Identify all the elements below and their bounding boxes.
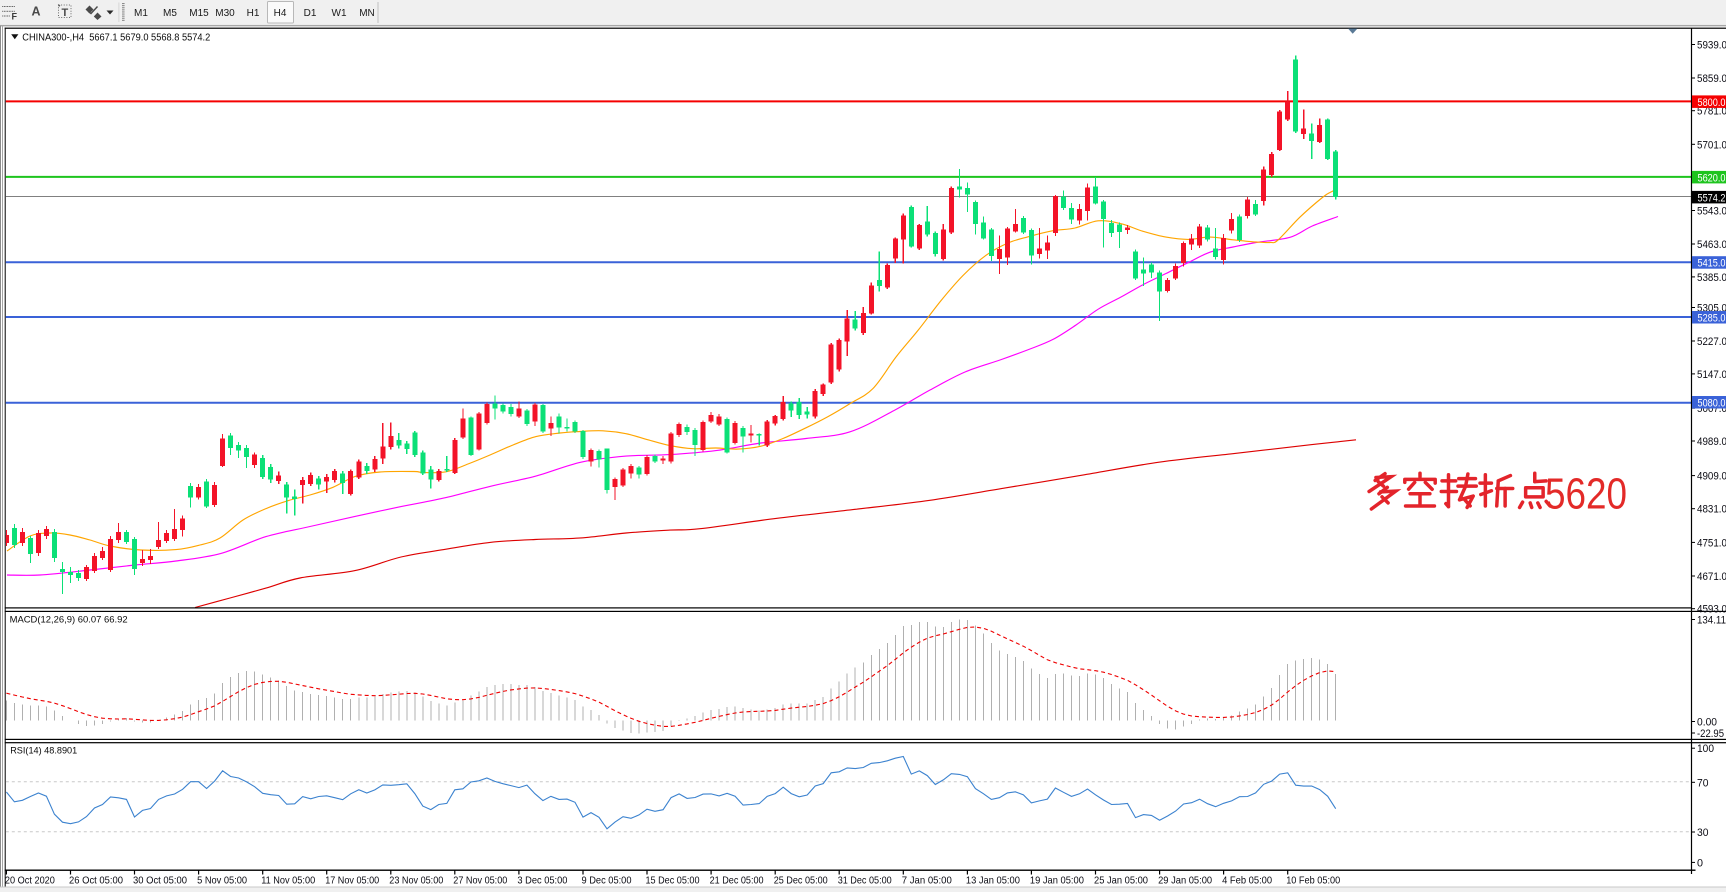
svg-text:5285.0: 5285.0	[1698, 313, 1726, 325]
svg-text:RSI(14) 48.8901: RSI(14) 48.8901	[10, 746, 77, 757]
svg-text:7 Jan 05:00: 7 Jan 05:00	[902, 875, 952, 887]
svg-text:H1: H1	[247, 8, 260, 19]
svg-text:5147.0: 5147.0	[1697, 369, 1726, 381]
svg-text:MN: MN	[359, 8, 375, 19]
svg-text:5543.0: 5543.0	[1697, 206, 1726, 218]
svg-text:31 Dec 05:00: 31 Dec 05:00	[838, 875, 892, 887]
svg-text:T: T	[62, 7, 69, 19]
svg-text:W1: W1	[332, 8, 347, 19]
svg-text:5620: 5620	[1545, 470, 1627, 519]
svg-text:5 Nov 05:00: 5 Nov 05:00	[197, 875, 247, 887]
svg-text:134.11: 134.11	[1697, 615, 1726, 627]
svg-text:MACD(12,26,9) 60.07 66.92: MACD(12,26,9) 60.07 66.92	[10, 615, 128, 626]
svg-text:19 Jan 05:00: 19 Jan 05:00	[1030, 875, 1084, 887]
svg-text:26 Oct 05:00: 26 Oct 05:00	[69, 875, 123, 887]
svg-text:3 Dec 05:00: 3 Dec 05:00	[517, 875, 567, 887]
svg-text:11 Nov 05:00: 11 Nov 05:00	[261, 875, 315, 887]
svg-text:D1: D1	[304, 8, 317, 19]
svg-text:4593.0: 4593.0	[1697, 604, 1726, 616]
svg-text:25 Dec 05:00: 25 Dec 05:00	[774, 875, 828, 887]
svg-text:23 Nov 05:00: 23 Nov 05:00	[389, 875, 443, 887]
svg-text:4909.0: 4909.0	[1697, 471, 1726, 483]
svg-text:5800.0: 5800.0	[1698, 97, 1726, 109]
svg-text:M5: M5	[163, 8, 177, 19]
svg-text:30 Oct 05:00: 30 Oct 05:00	[133, 875, 187, 887]
svg-text:5859.0: 5859.0	[1697, 73, 1726, 85]
svg-text:5415.0: 5415.0	[1698, 258, 1726, 270]
svg-text:13 Jan 05:00: 13 Jan 05:00	[966, 875, 1020, 887]
svg-text:4831.0: 4831.0	[1697, 504, 1726, 516]
svg-text:30: 30	[1697, 827, 1709, 839]
svg-text:29 Jan 05:00: 29 Jan 05:00	[1158, 875, 1212, 887]
svg-text:27 Nov 05:00: 27 Nov 05:00	[453, 875, 507, 887]
svg-text:5781.0: 5781.0	[1697, 106, 1726, 118]
svg-text:15 Dec 05:00: 15 Dec 05:00	[646, 875, 700, 887]
svg-text:F: F	[12, 12, 18, 22]
svg-text:-22.95: -22.95	[1697, 728, 1724, 740]
svg-text:A: A	[32, 5, 41, 19]
svg-text:17 Nov 05:00: 17 Nov 05:00	[325, 875, 379, 887]
svg-text:5701.0: 5701.0	[1697, 139, 1726, 151]
svg-text:5574.2: 5574.2	[1698, 192, 1726, 204]
svg-text:0: 0	[1697, 857, 1703, 869]
svg-text:21 Dec 05:00: 21 Dec 05:00	[710, 875, 764, 887]
svg-text:4751.0: 4751.0	[1697, 537, 1726, 549]
svg-text:H4: H4	[274, 8, 287, 19]
svg-text:5620.0: 5620.0	[1698, 172, 1726, 184]
svg-text:M15: M15	[189, 8, 209, 19]
svg-text:5080.0: 5080.0	[1698, 398, 1726, 410]
svg-text:70: 70	[1697, 777, 1709, 789]
svg-text:M30: M30	[215, 8, 235, 19]
svg-text:5385.0: 5385.0	[1697, 272, 1726, 284]
svg-text:5463.0: 5463.0	[1697, 239, 1726, 251]
svg-text:4671.0: 4671.0	[1697, 571, 1726, 583]
svg-text:9 Dec 05:00: 9 Dec 05:00	[582, 875, 632, 887]
svg-text:5227.0: 5227.0	[1697, 336, 1726, 348]
svg-text:25 Jan 05:00: 25 Jan 05:00	[1094, 875, 1148, 887]
svg-text:4 Feb 05:00: 4 Feb 05:00	[1222, 875, 1272, 887]
svg-text:20 Oct 2020: 20 Oct 2020	[5, 875, 55, 887]
svg-text:5939.0: 5939.0	[1697, 40, 1726, 52]
svg-text:0.00: 0.00	[1697, 717, 1717, 729]
svg-text:CHINA300-,H4 5667.1 5679.0 55: CHINA300-,H4 5667.1 5679.0 5568.8 5574.2	[22, 32, 210, 43]
svg-text:4989.0: 4989.0	[1697, 436, 1726, 448]
svg-text:M1: M1	[134, 8, 148, 19]
svg-text:100: 100	[1697, 743, 1714, 755]
svg-text:10 Feb 05:00: 10 Feb 05:00	[1286, 875, 1340, 887]
